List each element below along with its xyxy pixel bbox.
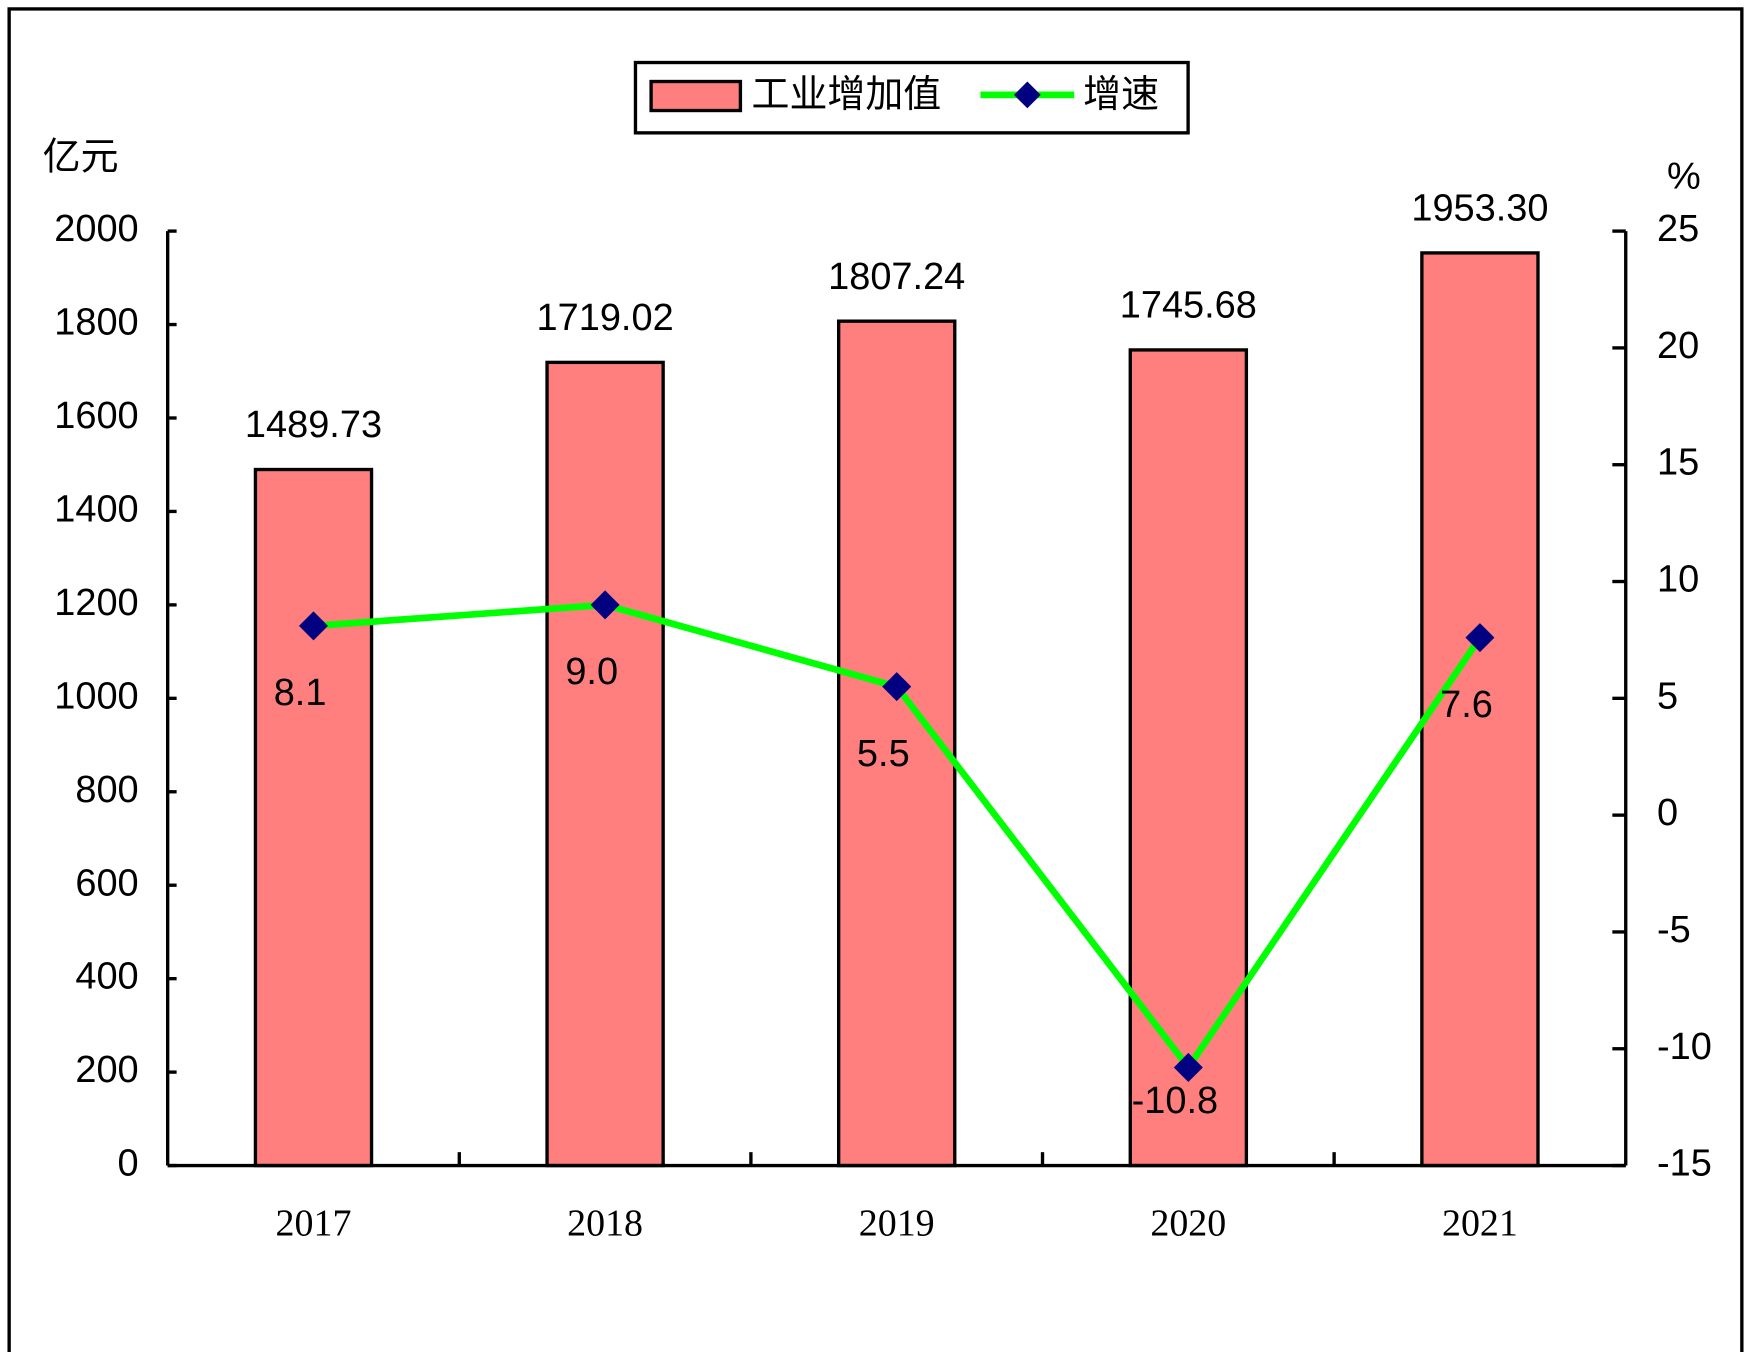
bar-value-label: 1489.73 [245, 404, 382, 446]
line-value-label: -10.8 [1132, 1080, 1218, 1122]
y-tick-label: 200 [75, 1049, 138, 1091]
legend-label: 增速 [1083, 74, 1159, 116]
bar [253, 467, 374, 1168]
y2-tick-label: 5 [1657, 675, 1678, 717]
line-value-label: 9.0 [565, 651, 618, 693]
bar [1420, 251, 1540, 1168]
y2-tick-label: -10 [1657, 1026, 1712, 1068]
y2-tick-label: -5 [1657, 909, 1691, 951]
legend-label: 工业增加值 [752, 74, 942, 116]
line-value-label: 8.1 [274, 672, 327, 714]
bar [1128, 348, 1249, 1168]
y2-axis-unit: % [1667, 156, 1701, 198]
y2-tick-label: 20 [1657, 325, 1699, 367]
y2-tick-label: 25 [1657, 208, 1699, 250]
x-tick-label: 2017 [276, 1203, 352, 1245]
line-value-label: 5.5 [857, 733, 910, 775]
y-tick-label: 800 [75, 769, 138, 811]
bar-value-label: 1745.68 [1120, 285, 1257, 327]
legend-swatch [649, 79, 743, 113]
y2-tick-label: 10 [1657, 559, 1699, 601]
bar [836, 319, 957, 1168]
line-marker [882, 672, 912, 702]
x-tick-label: 2020 [1150, 1203, 1226, 1245]
y2-tick-label: 15 [1657, 442, 1699, 484]
y2-tick-label: 0 [1657, 792, 1678, 834]
x-tick-label: 2018 [567, 1203, 643, 1245]
y-tick-label: 1800 [54, 302, 138, 344]
y-tick-label: 400 [75, 956, 138, 998]
y2-tick-label: -15 [1657, 1143, 1712, 1185]
x-tick-label: 2021 [1442, 1203, 1518, 1245]
bar-value-label: 1953.30 [1411, 188, 1548, 230]
x-tick-label: 2019 [859, 1203, 935, 1245]
line-marker [298, 611, 329, 641]
y-tick-label: 2000 [54, 208, 138, 250]
bar-value-label: 1807.24 [828, 256, 965, 298]
line-marker [1173, 1052, 1203, 1082]
y-tick-label: 1000 [54, 675, 138, 717]
legend-marker [1013, 81, 1041, 109]
bar [545, 360, 665, 1168]
y-tick-label: 1400 [54, 488, 138, 530]
line-value-label: 7.6 [1440, 684, 1493, 726]
y-tick-label: 1600 [54, 395, 138, 437]
y-tick-label: 0 [118, 1143, 139, 1185]
y-axis-unit: 亿元 [43, 137, 119, 179]
y-tick-label: 1200 [54, 582, 138, 624]
y-tick-label: 600 [75, 862, 138, 904]
bar-value-label: 1719.02 [537, 297, 674, 339]
